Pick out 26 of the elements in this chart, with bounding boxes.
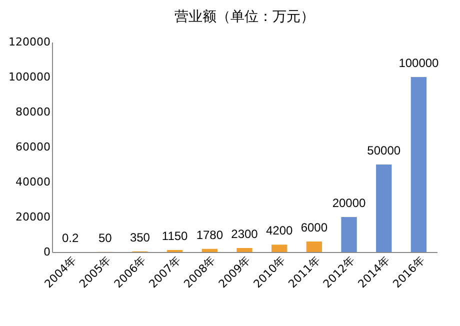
- data-label: 350: [130, 230, 150, 244]
- bar: [202, 248, 218, 252]
- bar: [410, 77, 427, 252]
- bar: [341, 217, 357, 252]
- y-tick-label: 20000: [16, 210, 50, 224]
- data-label: 1780: [196, 228, 224, 242]
- y-tick-label: 60000: [16, 140, 50, 154]
- bar: [376, 164, 392, 252]
- y-tick-label: 80000: [16, 106, 50, 118]
- data-label: 2300: [231, 226, 258, 241]
- chart-title: 营业额（单位：万元）: [174, 9, 314, 25]
- data-label: 100000: [398, 56, 440, 70]
- data-label: 20000: [332, 196, 366, 210]
- data-label: 0.2: [62, 231, 79, 245]
- data-label: 1150: [162, 228, 188, 243]
- y-tick-label: 100000: [8, 70, 50, 84]
- y-tick-label: 40000: [16, 176, 50, 188]
- bar: [306, 242, 322, 252]
- data-label: 4200: [266, 224, 294, 238]
- data-label: 50: [98, 230, 112, 245]
- bar: [272, 244, 288, 252]
- data-label: 50000: [367, 144, 401, 158]
- y-tick-label: 120000: [8, 36, 50, 48]
- y-tick-label: 0: [44, 246, 50, 258]
- bar: [236, 248, 252, 252]
- data-label: 6000: [300, 220, 328, 234]
